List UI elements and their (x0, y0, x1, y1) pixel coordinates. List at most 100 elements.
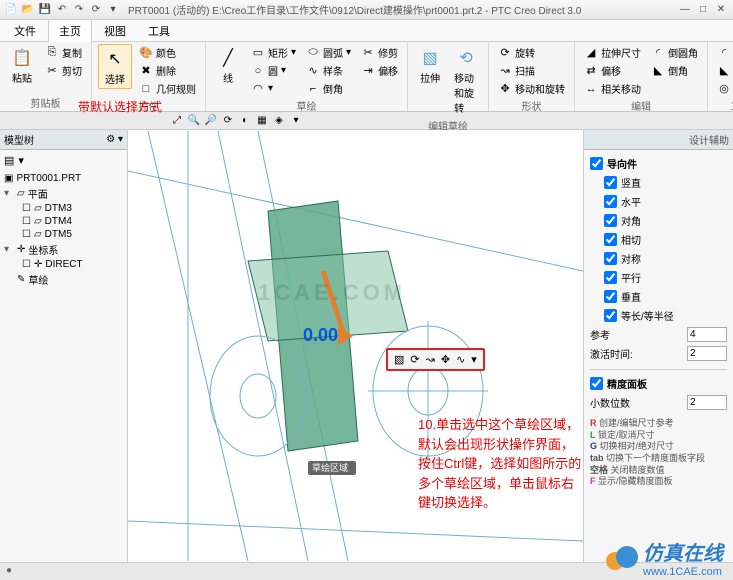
spline-button[interactable]: ∿样条 (303, 62, 354, 79)
ref-spinner[interactable]: 4 (687, 327, 727, 342)
tree-item[interactable]: ☐▱DTM4 (4, 215, 123, 228)
tree-root[interactable]: ▣PRT0001.PRT (4, 172, 123, 185)
undo-icon[interactable]: ↶ (55, 3, 69, 17)
csys-icon: ✛ (17, 244, 25, 255)
tree-item[interactable]: ▾✛坐标系 (4, 241, 123, 258)
tab-view[interactable]: 视图 (94, 20, 136, 42)
paste-button[interactable]: 📋粘贴 (6, 44, 38, 87)
popup-extrude-icon[interactable]: ▧ (394, 353, 404, 366)
datum-icon: ▱ (34, 229, 42, 240)
opt-diagonal[interactable]: 对角 (604, 211, 727, 230)
group-edit: ◢拉伸尺寸 ⇄偏移 ↔相关移动 ◜倒圆角 ◣倒角 编辑 (575, 42, 708, 111)
opt-tangent[interactable]: 相切 (604, 230, 727, 249)
watermark-logo: 仿真在线 www.1CAE.com (603, 537, 723, 578)
new-icon[interactable]: 📄 (4, 3, 18, 17)
chamfer-button[interactable]: ◣倒角 (648, 62, 701, 79)
rect-button[interactable]: ▭矩形 ▾ (248, 44, 299, 61)
geom-rules-button[interactable]: □几何规则 (136, 80, 199, 97)
revolve-button[interactable]: ⟳旋转 (495, 44, 568, 61)
tree-item[interactable]: ✎草绘 (4, 271, 123, 288)
zoom-in-icon[interactable]: 🔍 (187, 114, 201, 128)
step-annotation: 10.单击选中这个草绘区域，默认会出现形状操作界面，按住Ctrl键，选择如图所示… (418, 415, 583, 513)
graphics-canvas[interactable]: 0.00 草绘区域 1CAE.COM ▧ ⟳ ↝ ✥ ∿ ▾ 10.单击选中这个… (128, 130, 583, 562)
eng-chamfer-button[interactable]: ◣倒角 (714, 62, 733, 79)
line-button[interactable]: ╱线 (212, 44, 244, 87)
maximize-icon[interactable]: □ (695, 4, 711, 15)
zoom-fit-icon[interactable]: ⤢ (170, 114, 184, 128)
sweep-button[interactable]: ↝扫描 (495, 62, 568, 79)
round-button[interactable]: ◜倒圆角 (648, 44, 701, 61)
opt-perpendicular[interactable]: 垂直 (604, 287, 727, 306)
opt-horizontal[interactable]: 水平 (604, 192, 727, 211)
eng-round-button[interactable]: ◜倒圆角 (714, 44, 733, 61)
extrude-button[interactable]: ▧拉伸 (414, 44, 446, 87)
precision-checkbox[interactable]: 精度面板 (590, 374, 727, 393)
arc-button[interactable]: ◠ ▾ (248, 80, 299, 96)
ellipse-button[interactable]: ⬭圆弧 ▾ (303, 44, 354, 61)
shape-popup-toolbar[interactable]: ▧ ⟳ ↝ ✥ ∿ ▾ (386, 348, 485, 371)
persp-icon[interactable]: ◈ (272, 114, 286, 128)
delete-button[interactable]: ✖删除 (136, 62, 199, 79)
close-icon[interactable]: ✕ (713, 4, 729, 15)
wireframe-icon[interactable]: ▦ (255, 114, 269, 128)
minimize-icon[interactable]: — (677, 4, 693, 15)
title-bar: 📄 📂 💾 ↶ ↷ ⟳ ▾ PRT0001 (活动的) E:\Creo工作目录\… (0, 0, 733, 20)
redo-icon[interactable]: ↷ (72, 3, 86, 17)
popup-revolve-icon[interactable]: ⟳ (410, 353, 419, 366)
hole-button[interactable]: ◎孔 (714, 80, 733, 97)
move-rotate-button[interactable]: ⟲移动和旋转 (450, 44, 482, 117)
fillet-button[interactable]: ⌐倒角 (303, 80, 354, 97)
trim-button[interactable]: ✂修剪 (358, 44, 401, 61)
refit-icon[interactable]: ⟳ (221, 114, 235, 128)
plane-icon: ▱ (17, 188, 25, 199)
circle-button[interactable]: ○圆 ▾ (248, 62, 299, 79)
tree-item[interactable]: ▾▱平面 (4, 185, 123, 202)
save-icon[interactable]: 💾 (38, 3, 52, 17)
tree-settings-icon[interactable]: ⚙ ▾ (106, 134, 123, 145)
tab-tools[interactable]: 工具 (138, 20, 180, 42)
opt-parallel[interactable]: 平行 (604, 268, 727, 287)
regen-icon[interactable]: ⟳ (89, 3, 103, 17)
tab-home[interactable]: 主页 (48, 19, 92, 42)
replace-button[interactable]: ⇄偏移 (581, 62, 644, 79)
region-label: 草绘区域 (312, 461, 348, 474)
draft-button[interactable]: ◢拉伸尺寸 (581, 44, 644, 61)
time-spinner[interactable]: 2 (687, 346, 727, 361)
zoom-out-icon[interactable]: 🔎 (204, 114, 218, 128)
shade-icon[interactable]: ◐ (238, 114, 252, 128)
tree-expand-icon[interactable]: ▾ (18, 154, 24, 167)
datum-icon: ▱ (34, 203, 42, 214)
opt-vertical[interactable]: 竖直 (604, 173, 727, 192)
dimension-value: 0.00 (303, 325, 338, 346)
select-button[interactable]: ↖选择 (98, 44, 132, 89)
model-tree-header: 模型树 ⚙ ▾ (0, 130, 127, 150)
tree-filter-icon[interactable]: ▤ (4, 154, 14, 167)
tree-item[interactable]: ☐▱DTM3 (4, 202, 123, 215)
window-title: PRT0001 (活动的) E:\Creo工作目录\工作文件\0912\Dire… (128, 2, 677, 17)
popup-more-icon[interactable]: ∿ (456, 353, 465, 366)
popup-move-icon[interactable]: ✥ (441, 353, 450, 366)
tree-item[interactable]: ☐▱DTM5 (4, 228, 123, 241)
right-panel-title: 设计辅助 (584, 130, 733, 150)
open-icon[interactable]: 📂 (21, 3, 35, 17)
offset-button[interactable]: ⇥偏移 (358, 62, 401, 79)
popup-sweep-icon[interactable]: ↝ (426, 353, 435, 366)
tab-file[interactable]: 文件 (4, 20, 46, 42)
popup-dropdown-icon[interactable]: ▾ (471, 353, 477, 366)
part-icon: ▣ (4, 173, 13, 184)
move-rot-button[interactable]: ✥移动和旋转 (495, 80, 568, 97)
opt-equal[interactable]: 等长/等半径 (604, 306, 727, 325)
tree-item[interactable]: ☐✛DIRECT (4, 258, 123, 271)
group-engineering: ◜倒圆角 ◣倒角 ◎孔 工程 (708, 42, 733, 111)
precision-spinner[interactable]: 2 (687, 395, 727, 410)
design-assist-panel: 设计辅助 导向件 竖直 水平 对角 相切 对称 平行 垂直 等长/等半径 参考4… (583, 130, 733, 562)
copy-button[interactable]: ⎘复制 (42, 44, 85, 61)
rel-move-button[interactable]: ↔相关移动 (581, 80, 644, 97)
color-button[interactable]: 🎨颜色 (136, 44, 199, 61)
guide-checkbox[interactable]: 导向件 (590, 154, 727, 173)
cut-button[interactable]: ✂剪切 (42, 62, 85, 79)
saved-view-icon[interactable]: ▾ (289, 114, 303, 128)
opt-symmetric[interactable]: 对称 (604, 249, 727, 268)
windows-icon[interactable]: ▾ (106, 3, 120, 17)
datum-icon: ▱ (34, 216, 42, 227)
